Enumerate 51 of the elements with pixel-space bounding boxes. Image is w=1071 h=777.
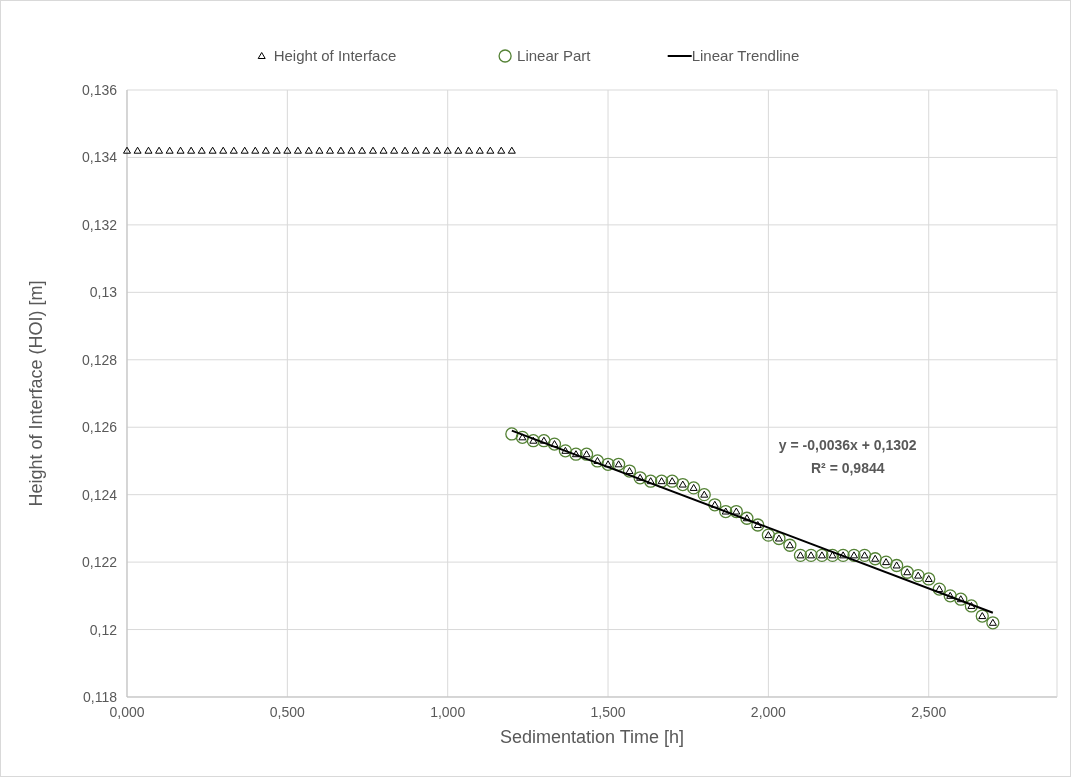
point: [772, 531, 786, 546]
legend-label: Height of Interface: [273, 47, 397, 64]
y-tick-label: 0,128: [81, 351, 118, 368]
point: [708, 498, 722, 512]
y-tick-label: 0,12: [89, 621, 118, 638]
point: [943, 589, 957, 603]
y-axis-title: Height of Interface (HOI) [m]: [26, 280, 46, 507]
point: [890, 558, 904, 573]
point: [676, 477, 690, 492]
y-tick-label: 0,118: [83, 689, 118, 705]
x-tick-label: 0,500: [269, 704, 306, 720]
y-tick-label: 0,124: [81, 486, 118, 503]
point: [857, 548, 872, 563]
point: [558, 444, 573, 458]
point: [964, 599, 979, 613]
point: [687, 481, 701, 495]
point: [633, 471, 647, 485]
point: [847, 548, 861, 563]
y-tick-label: 0,13: [89, 284, 118, 301]
point: [793, 548, 808, 563]
point: [825, 548, 840, 563]
y-tick-label: 0,126: [81, 419, 118, 436]
point: [526, 434, 540, 448]
y-tick-label: 0,132: [81, 216, 118, 233]
x-tick-label: 1,500: [590, 704, 626, 720]
point: [537, 434, 551, 448]
y-tick-label: 0,136: [81, 82, 118, 98]
y-tick-label: 0,122: [81, 554, 118, 571]
point: [729, 504, 743, 519]
annotation: R² = 0,9844: [810, 460, 885, 476]
x-tick-label: 0,000: [109, 704, 145, 720]
point: [751, 518, 765, 532]
x-tick-label: 2,000: [750, 704, 787, 720]
point: [815, 548, 829, 563]
x-tick-label: 2,500: [911, 704, 947, 720]
legend-label: Linear Part: [517, 47, 592, 64]
x-axis-title: Sedimentation Time [h]: [499, 727, 685, 747]
point: [911, 568, 925, 583]
point: [868, 552, 882, 566]
point: [719, 504, 733, 519]
y-tick-label: 0,134: [81, 149, 118, 166]
x-tick-label: 1,000: [430, 704, 466, 720]
point: [804, 548, 818, 563]
point: [986, 616, 1000, 630]
point: [697, 488, 711, 502]
point: [836, 548, 850, 563]
annotation: y = -0,0036x + 0,1302: [778, 437, 917, 453]
point: [505, 427, 519, 441]
legend-label: Linear Trendline: [691, 47, 800, 64]
point: [590, 454, 605, 468]
point: [922, 572, 936, 586]
